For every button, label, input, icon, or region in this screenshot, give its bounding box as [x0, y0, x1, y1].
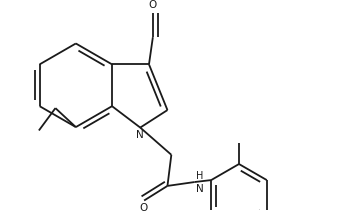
Text: N: N [136, 130, 144, 140]
Text: O: O [139, 203, 147, 213]
Text: H: H [196, 171, 203, 181]
Text: N: N [196, 184, 203, 194]
Text: O: O [149, 0, 157, 10]
